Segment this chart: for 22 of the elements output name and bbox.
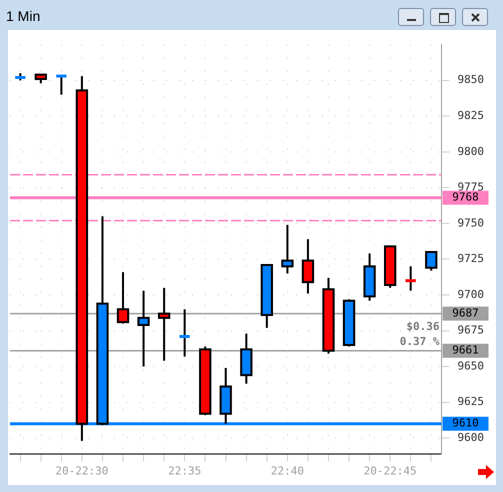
y-tick-label: 9725 xyxy=(458,252,484,266)
candlestick xyxy=(56,74,67,96)
annotation: $0.36 xyxy=(406,320,440,333)
ref-line-label: 9768 xyxy=(452,190,479,204)
ref-line-label: 9610 xyxy=(452,416,479,430)
x-tick-label: 20-22:30 xyxy=(55,464,108,478)
y-tick-label: 9625 xyxy=(458,395,484,408)
y-tick-label: 9675 xyxy=(458,324,484,337)
x-tick-label: 22:35 xyxy=(168,464,202,478)
ref-line-label: 9687 xyxy=(452,306,479,320)
chart-title: 1 Min xyxy=(6,7,40,26)
annotation: 0.37 % xyxy=(400,334,440,348)
y-tick-label: 9825 xyxy=(458,109,484,122)
y-tick-label: 9600 xyxy=(458,430,484,444)
y-tick-label: 9750 xyxy=(458,216,484,230)
x-tick-label: 22:40 xyxy=(270,464,304,478)
y-tick-label: 9650 xyxy=(458,359,484,372)
ref-line-label: 9661 xyxy=(452,344,479,357)
x-tick-label: 20-22:45 xyxy=(364,464,417,478)
y-tick-label: 9700 xyxy=(458,288,484,301)
y-tick-label: 9800 xyxy=(458,144,484,158)
y-tick-label: 9850 xyxy=(458,73,484,86)
